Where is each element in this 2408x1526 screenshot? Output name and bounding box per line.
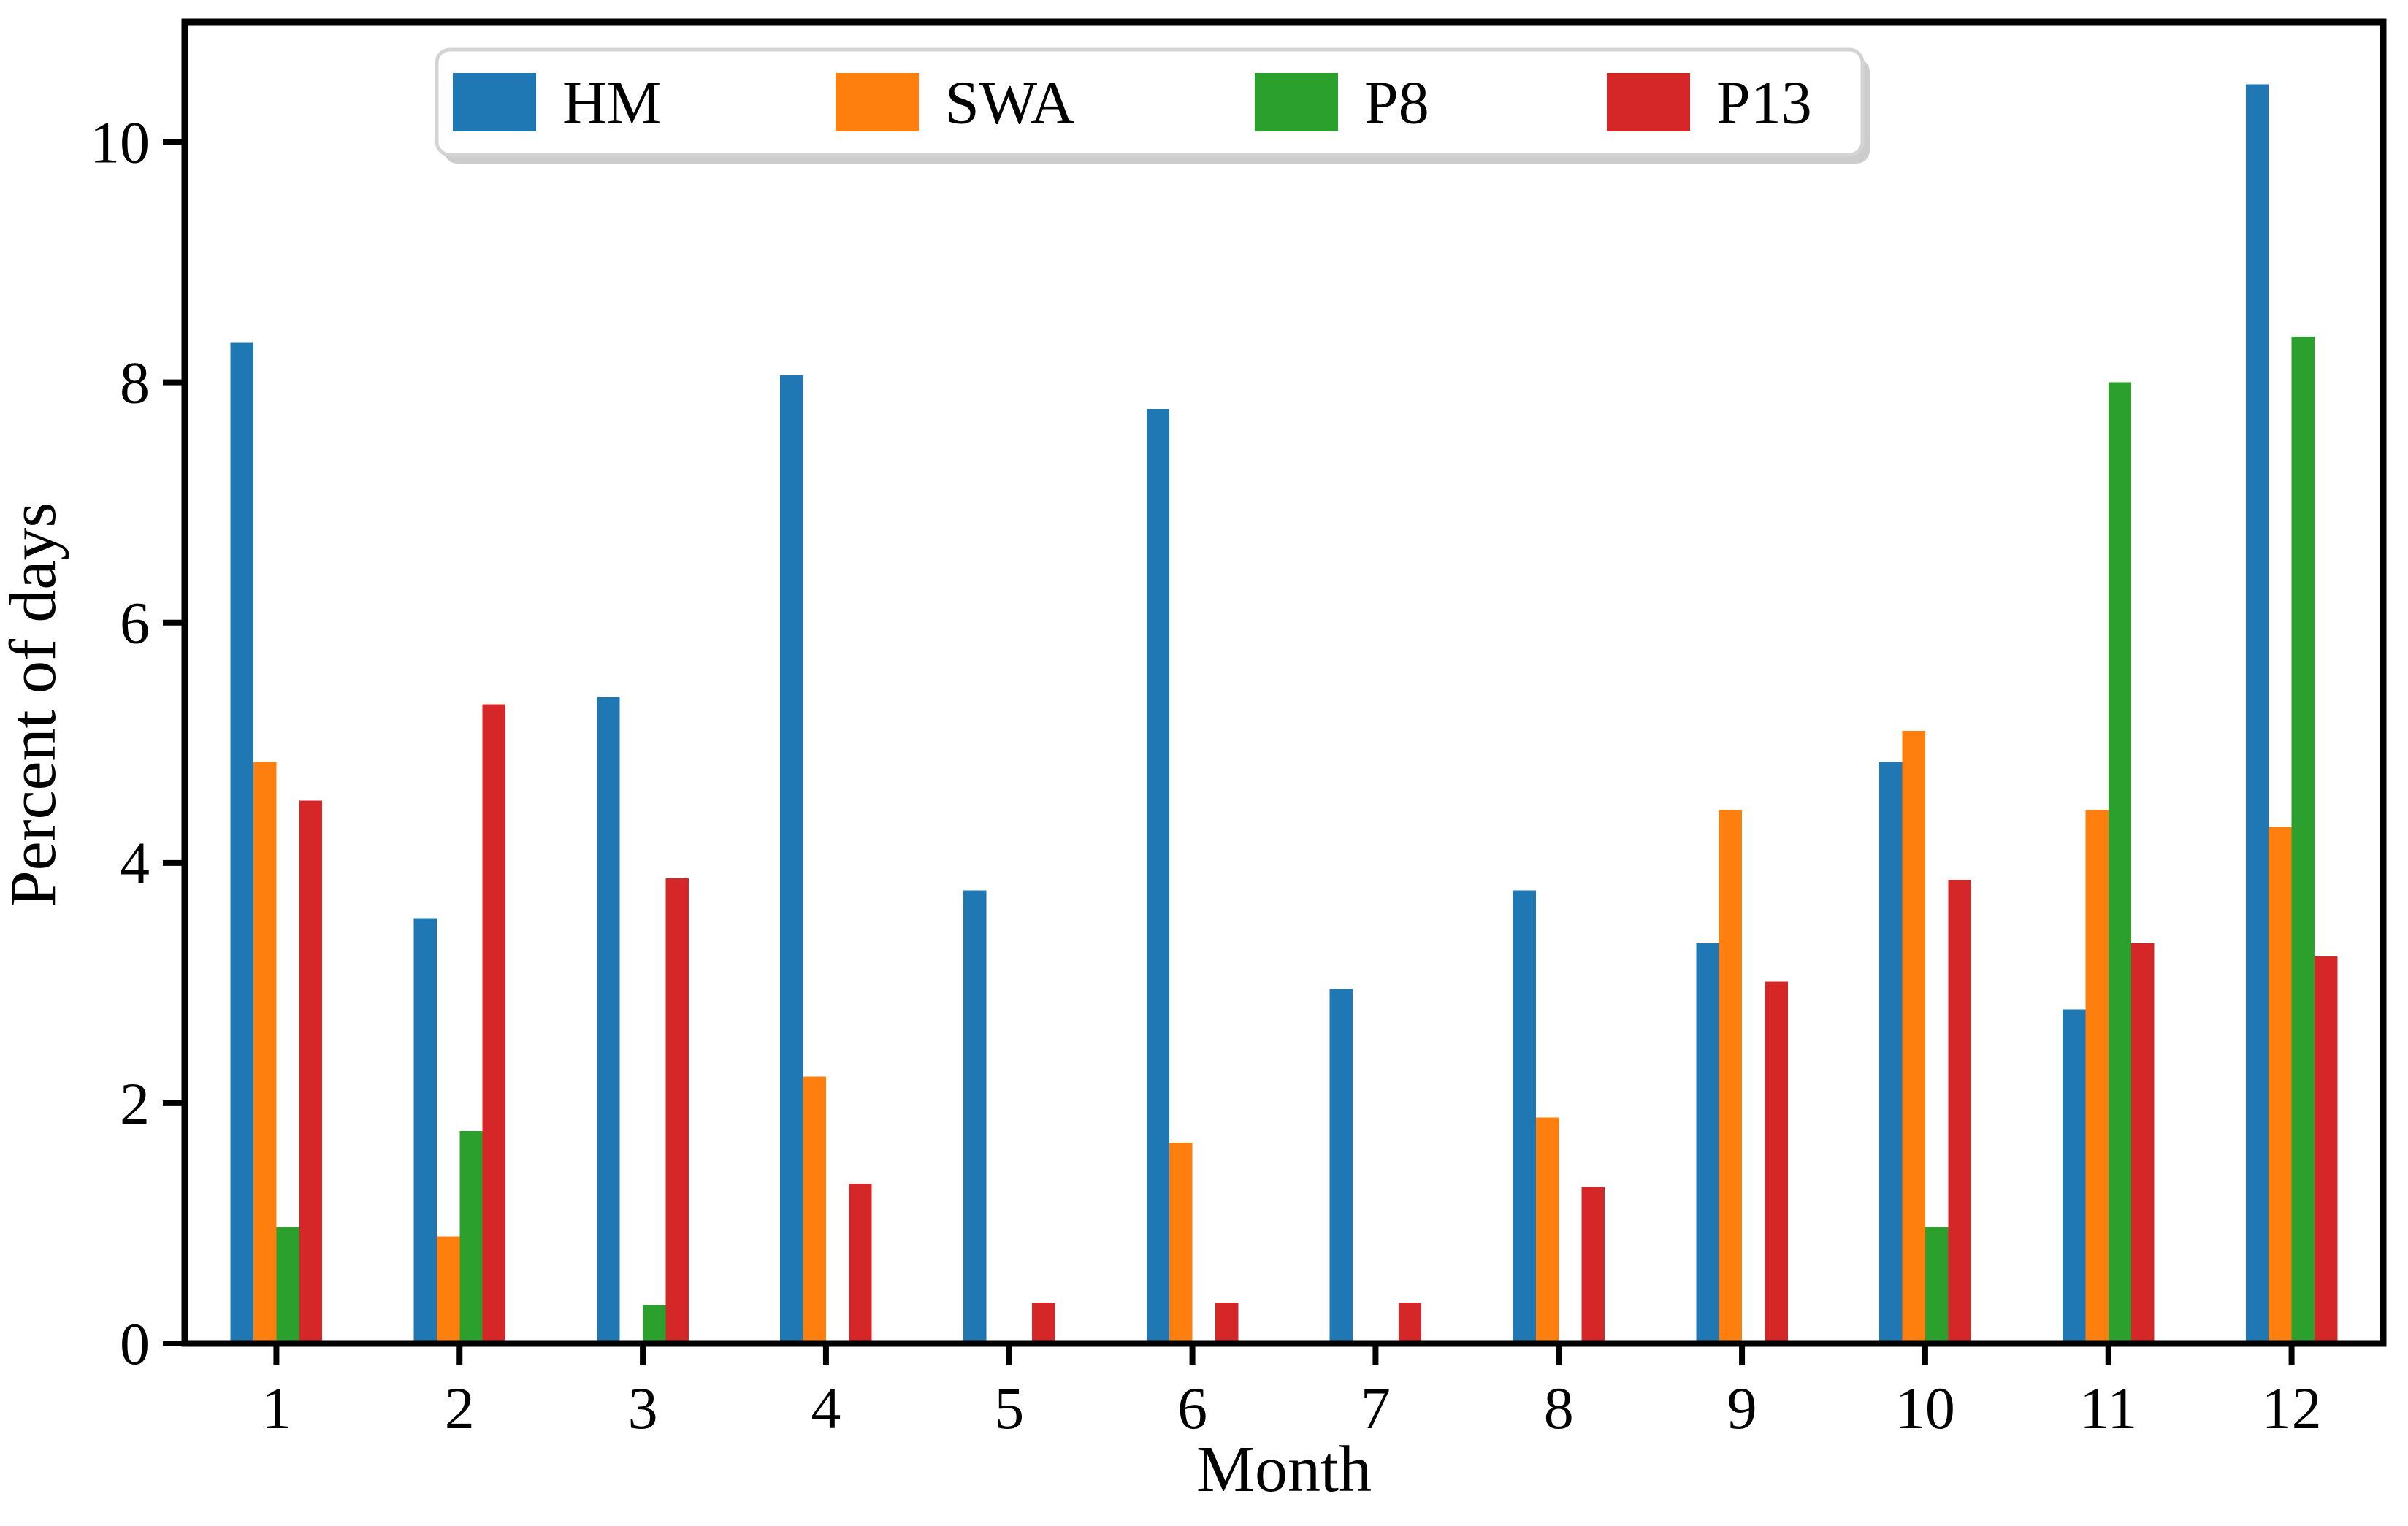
- y-tick-label-4: 4: [120, 830, 150, 897]
- bar-P8-month-11: [2108, 382, 2132, 1343]
- bar-P13-month-3: [665, 878, 689, 1343]
- bar-HM-month-4: [780, 375, 803, 1343]
- legend-frame: [435, 47, 1865, 157]
- legend-swatch-P8: [1255, 73, 1338, 131]
- bar-HM-month-6: [1146, 408, 1170, 1343]
- legend-swatch-P13: [1607, 73, 1690, 131]
- bar-SWA-month-4: [803, 1076, 826, 1343]
- bar-P13-month-11: [2131, 943, 2155, 1343]
- bar-SWA-month-12: [2269, 827, 2292, 1343]
- legend-label-SWA: SWA: [945, 69, 1075, 137]
- bar-P13-month-9: [1765, 981, 1788, 1343]
- bar-SWA-month-11: [2085, 810, 2109, 1343]
- bar-SWA-month-1: [253, 762, 277, 1343]
- x-tick-label-8: 8: [1544, 1375, 1574, 1441]
- bar-SWA-month-8: [1535, 1117, 1559, 1343]
- x-tick-label-4: 4: [811, 1375, 841, 1441]
- x-tick-label-1: 1: [261, 1375, 291, 1441]
- bar-HM-month-2: [413, 918, 437, 1343]
- legend-swatch-HM: [453, 73, 536, 131]
- x-tick-label-6: 6: [1177, 1375, 1207, 1441]
- bar-P13-month-8: [1581, 1187, 1605, 1343]
- bar-P8-month-2: [459, 1130, 483, 1343]
- legend-label-P13: P13: [1716, 69, 1812, 137]
- bar-P13-month-1: [299, 800, 323, 1343]
- y-tick-label-2: 2: [120, 1070, 150, 1137]
- plot-border: [181, 18, 2387, 1347]
- bar-P13-month-7: [1398, 1303, 1422, 1343]
- y-axis-label: Percent of days: [0, 502, 69, 908]
- bar-HM-month-8: [1513, 890, 1536, 1343]
- x-tick-label-10: 10: [1895, 1375, 1955, 1441]
- bar-SWA-month-6: [1169, 1143, 1193, 1343]
- bar-P8-month-10: [1925, 1227, 1949, 1343]
- bars-layer: [230, 84, 2338, 1344]
- x-tick-label-3: 3: [628, 1375, 658, 1441]
- y-tick-label-6: 6: [120, 590, 150, 656]
- bar-SWA-month-10: [1902, 730, 1925, 1343]
- y-tick-label-0: 0: [120, 1311, 150, 1377]
- axes-layer: [163, 18, 2387, 1365]
- y-tick-label-8: 8: [120, 350, 150, 416]
- x-tick-label-7: 7: [1361, 1375, 1391, 1441]
- x-tick-label-9: 9: [1727, 1375, 1757, 1441]
- bar-P13-month-4: [849, 1184, 872, 1343]
- legend-swatch-SWA: [836, 73, 919, 131]
- bar-SWA-month-9: [1719, 810, 1743, 1343]
- bar-HM-month-9: [1696, 943, 1719, 1343]
- bar-HM-month-1: [230, 342, 254, 1344]
- x-tick-label-2: 2: [445, 1375, 475, 1441]
- legend-label-P8: P8: [1364, 69, 1429, 137]
- bar-P8-month-12: [2291, 337, 2315, 1343]
- bar-P8-month-3: [643, 1305, 666, 1343]
- bar-P13-month-12: [2314, 956, 2338, 1343]
- bar-P13-month-10: [1948, 879, 1971, 1343]
- bar-HM-month-5: [963, 890, 987, 1343]
- bar-P13-month-2: [482, 704, 505, 1343]
- y-tick-label-10: 10: [90, 109, 150, 175]
- bar-HM-month-10: [1879, 762, 1903, 1343]
- legend: HM SWA P8 P13: [435, 47, 1870, 164]
- bar-HM-month-3: [597, 697, 620, 1343]
- bar-P13-month-6: [1215, 1303, 1239, 1343]
- x-axis-label: Month: [1196, 1433, 1372, 1506]
- legend-label-HM: HM: [562, 69, 661, 137]
- bar-P13-month-5: [1032, 1303, 1055, 1343]
- bar-P8-month-1: [276, 1227, 299, 1343]
- bar-HM-month-7: [1329, 989, 1353, 1343]
- x-tick-label-5: 5: [994, 1375, 1024, 1441]
- bar-HM-month-11: [2063, 1009, 2086, 1343]
- x-tick-label-11: 11: [2079, 1375, 2137, 1441]
- bar-HM-month-12: [2245, 84, 2269, 1343]
- x-tick-label-12: 12: [2262, 1375, 2322, 1441]
- bar-SWA-month-2: [436, 1236, 460, 1343]
